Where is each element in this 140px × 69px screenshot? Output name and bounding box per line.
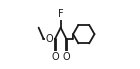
Text: O: O [62, 52, 70, 62]
Text: F: F [58, 10, 64, 19]
Text: O: O [51, 52, 59, 62]
Text: O: O [46, 34, 53, 44]
